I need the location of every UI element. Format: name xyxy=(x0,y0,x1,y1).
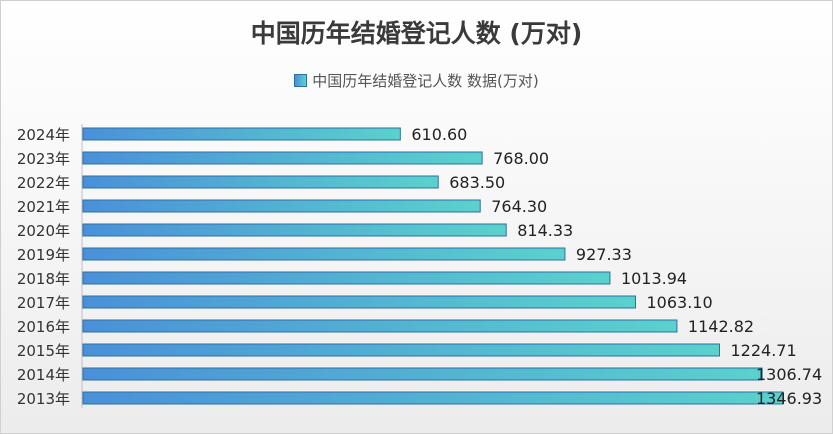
y-tick-label: 2023年 xyxy=(17,150,70,168)
bar xyxy=(82,343,720,357)
y-tick-label: 2024年 xyxy=(17,126,70,144)
bar xyxy=(82,367,763,381)
y-tick-label: 2019年 xyxy=(17,246,70,264)
data-label: 927.33 xyxy=(576,245,632,264)
data-label: 1224.71 xyxy=(730,341,796,360)
legend-label: 中国历年结婚登记人数 数据(万对) xyxy=(312,72,539,90)
data-label: 683.50 xyxy=(449,173,505,192)
y-tick-label: 2018年 xyxy=(17,270,70,288)
data-label: 768.00 xyxy=(493,149,549,168)
y-tick-label: 2020年 xyxy=(17,222,70,240)
legend-swatch xyxy=(294,74,308,87)
bar xyxy=(82,391,784,405)
y-tick-label: 2017年 xyxy=(17,294,70,312)
y-tick-label: 2015年 xyxy=(17,342,70,360)
data-label: 1013.94 xyxy=(621,269,687,288)
bar xyxy=(82,175,439,189)
data-label: 610.60 xyxy=(411,125,467,144)
y-tick-label: 2022年 xyxy=(17,174,70,192)
data-label: 1306.74 xyxy=(756,365,822,384)
data-label: 764.30 xyxy=(491,197,547,216)
data-label: 1063.10 xyxy=(646,293,712,312)
bar xyxy=(82,319,678,333)
data-label: 1142.82 xyxy=(688,317,754,336)
legend: 中国历年结婚登记人数 数据(万对) xyxy=(0,70,833,91)
data-label: 814.33 xyxy=(517,221,573,240)
bar xyxy=(82,127,401,141)
bar xyxy=(82,271,611,285)
bar xyxy=(82,247,566,261)
bar xyxy=(82,151,483,165)
data-label: 1346.93 xyxy=(756,389,822,408)
bar xyxy=(82,295,636,309)
chart-title: 中国历年结婚登记人数 (万对) xyxy=(250,19,583,48)
y-tick-label: 2013年 xyxy=(17,390,70,408)
y-tick-label: 2016年 xyxy=(17,318,70,336)
bar xyxy=(82,223,507,237)
bar xyxy=(82,199,481,213)
y-tick-label: 2014年 xyxy=(17,366,70,384)
y-tick-label: 2021年 xyxy=(17,198,70,216)
